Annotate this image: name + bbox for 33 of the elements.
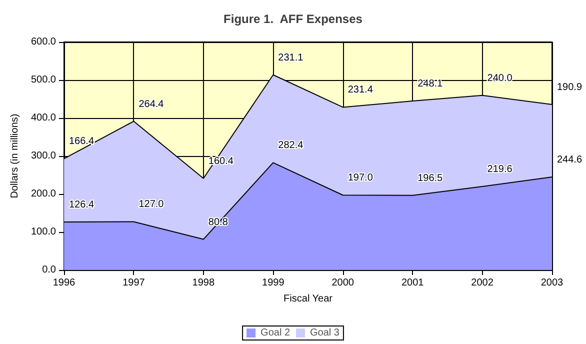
x-tick-label: 2001 — [401, 278, 424, 288]
y-tick-label: 500.0 — [30, 74, 56, 86]
data-label: 264.4 — [138, 98, 164, 110]
y-tick-label: 100.0 — [30, 226, 56, 238]
data-label: 244.6 — [557, 154, 582, 166]
data-label: 197.0 — [348, 172, 374, 184]
legend-label: Goal 3 — [310, 328, 340, 338]
data-label: 248.1 — [418, 78, 444, 90]
y-tick-label: 600.0 — [30, 36, 56, 48]
x-tick-label: 1997 — [122, 278, 146, 288]
x-tick-label: 2003 — [540, 278, 564, 288]
data-label: 127.0 — [138, 199, 164, 210]
y-tick-label: 400.0 — [30, 112, 56, 124]
x-tick-label: 2000 — [332, 278, 354, 288]
x-axis-title: Fiscal Year — [284, 294, 334, 304]
x-tick-label: 1999 — [262, 278, 285, 288]
data-label: 231.4 — [348, 84, 374, 96]
data-label: 282.4 — [278, 140, 304, 152]
legend-label: Goal 2 — [260, 328, 290, 338]
data-label: 126.4 — [69, 199, 94, 210]
x-tick-label: 1996 — [52, 278, 76, 288]
data-label: 190.9 — [557, 82, 582, 94]
data-label: 219.6 — [487, 164, 513, 176]
x-tick-label: 1998 — [192, 278, 215, 288]
y-axis-title: Dollars (in millions) — [10, 114, 20, 198]
x-tick-label: 2002 — [471, 278, 494, 288]
y-tick-label: 0.0 — [42, 264, 56, 276]
y-tick-label: 200.0 — [30, 188, 56, 200]
data-label: 231.1 — [278, 52, 304, 64]
chart-title: Figure 1. AFF Expenses — [224, 12, 363, 26]
y-tick-label: 300.0 — [30, 150, 56, 162]
data-label: 196.5 — [418, 172, 444, 184]
data-label: 166.4 — [69, 136, 94, 148]
